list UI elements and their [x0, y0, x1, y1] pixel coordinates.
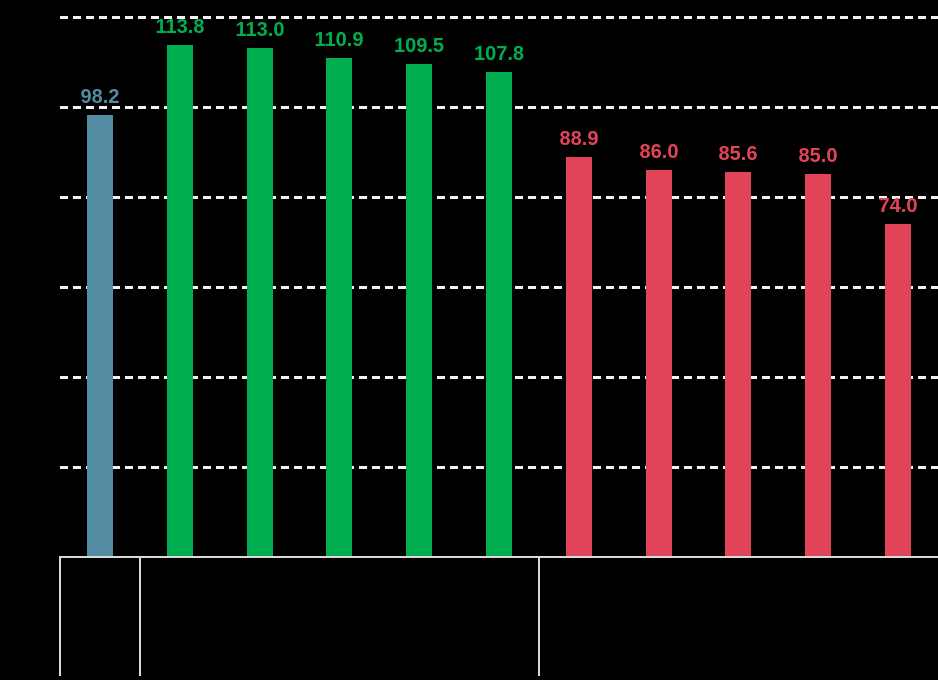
bar-value-label: 85.6 — [718, 143, 758, 165]
bar — [326, 58, 352, 557]
bar-value-label: 74.0 — [878, 195, 918, 217]
bar — [566, 157, 592, 557]
bar — [725, 172, 751, 557]
gridline — [60, 16, 938, 19]
bar — [247, 48, 273, 557]
axis-line — [59, 556, 938, 558]
bar — [167, 45, 193, 557]
bar — [486, 72, 512, 557]
bar-value-label: 110.9 — [314, 29, 364, 51]
axis-table-divider — [59, 556, 61, 676]
bar — [406, 64, 432, 557]
bar-value-label: 109.5 — [393, 35, 445, 57]
bar-value-label: 86.0 — [639, 141, 679, 163]
bar-value-label: 98.2 — [80, 86, 120, 108]
bar-value-label: 85.0 — [798, 145, 838, 167]
bar — [646, 170, 672, 557]
axis-table-divider — [139, 556, 141, 676]
bar-value-label: 113.0 — [235, 19, 285, 41]
axis-table-divider — [538, 556, 540, 676]
bar-value-label: 113.8 — [155, 16, 205, 38]
bar-value-label: 107.8 — [473, 43, 525, 65]
bar — [87, 115, 113, 557]
bar — [805, 174, 831, 557]
bar-value-label: 88.9 — [559, 128, 599, 150]
bar — [885, 224, 911, 557]
